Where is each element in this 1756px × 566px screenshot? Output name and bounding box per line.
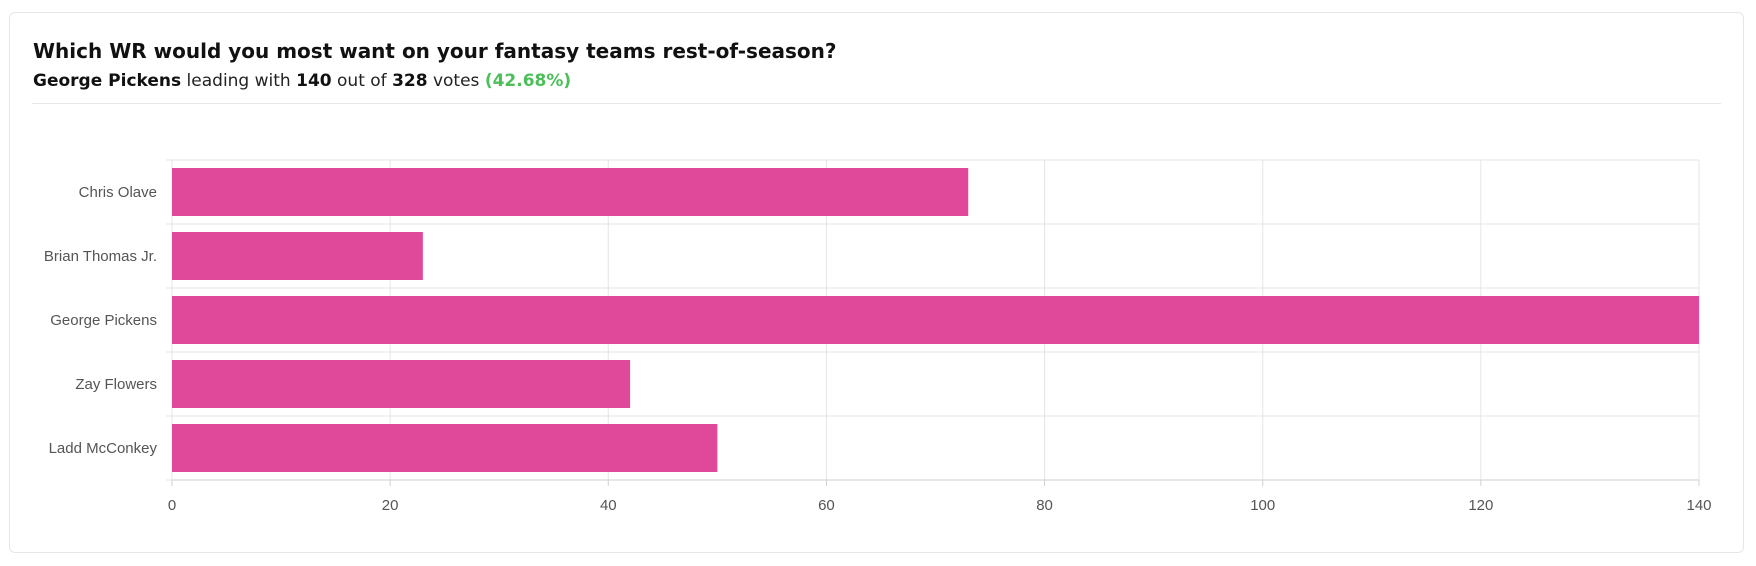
category-label: George Pickens	[50, 312, 157, 329]
bar	[172, 424, 718, 472]
x-tick-label: 120	[1468, 497, 1493, 514]
header-divider	[32, 103, 1721, 104]
bar	[172, 296, 1699, 344]
bar	[172, 168, 969, 216]
poll-question: Which WR would you most want on your fan…	[33, 39, 837, 63]
x-tick-label: 20	[382, 497, 399, 514]
leader-name: George Pickens	[33, 71, 182, 91]
x-tick-label: 60	[818, 497, 835, 514]
x-tick-label: 100	[1250, 497, 1275, 514]
category-label: Brian Thomas Jr.	[44, 248, 157, 265]
x-tick-label: 140	[1686, 497, 1711, 514]
category-label: Ladd McConkey	[49, 440, 158, 457]
bar	[172, 360, 631, 408]
x-tick-label: 40	[600, 497, 617, 514]
out-of-text: out of	[337, 71, 387, 91]
leading-text: leading with	[186, 71, 291, 91]
votes-text: votes	[432, 71, 480, 91]
total-votes: 328	[392, 71, 428, 91]
x-tick-label: 0	[168, 497, 176, 514]
leader-percentage: (42.68%)	[484, 71, 572, 91]
x-tick-label: 80	[1036, 497, 1053, 514]
bar	[172, 232, 423, 280]
poll-summary: George Pickens leading with 140 out of 3…	[33, 71, 571, 91]
leader-votes: 140	[296, 71, 332, 91]
category-label: Chris Olave	[79, 184, 157, 201]
category-label: Zay Flowers	[75, 376, 157, 393]
